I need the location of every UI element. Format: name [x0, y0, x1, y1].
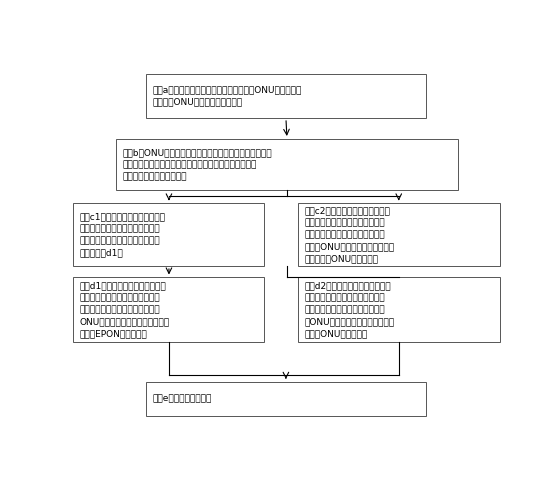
- FancyBboxPatch shape: [115, 139, 459, 190]
- Text: 步骤c2，认证模块根据存储模块内
预置的信息，对传回的物理地址信
息进行合法性检测；若未通过检测
，则向ONU设备发送认证失败报文
，并阻断该ONU设备接入：: 步骤c2，认证模块根据存储模块内 预置的信息，对传回的物理地址信 息进行合法性检…: [305, 206, 394, 264]
- Text: 步骤d2，认证模块根据存储模块内
预置的信息，对传回的认证信息进
行合法性检测；若未通过检测，则
向ONU设备发送认证失败报文，并
阻断该ONU设备接入：: 步骤d2，认证模块根据存储模块内 预置的信息，对传回的认证信息进 行合法性检测；…: [305, 281, 394, 339]
- FancyBboxPatch shape: [146, 74, 426, 118]
- FancyBboxPatch shape: [146, 382, 426, 416]
- FancyBboxPatch shape: [298, 278, 500, 342]
- Text: 步骤b，ONU设备接收请求后，根据该请求，在自身的物理
地址信息中加入新的认证信息，并将上述物理地址信息和
认证信息传回给认证模块：: 步骤b，ONU设备接收请求后，根据该请求，在自身的物理 地址信息中加入新的认证信…: [122, 148, 272, 181]
- Text: 步骤c1，认证模块根据存储模块内
预置的信息，对传回的物理地址信
息进行合法性检测；若通过检测，
则跳至步骤d1：: 步骤c1，认证模块根据存储模块内 预置的信息，对传回的物理地址信 息进行合法性检…: [80, 212, 166, 257]
- FancyBboxPatch shape: [298, 204, 500, 266]
- Text: 步骤d1，认证模块根据存储模块内
预置的信息，对传回的认证信息进
行合法性检测；若通过检测，则向
ONU设备发送认证通过报文，并开
放其与EPON线卡连接：: 步骤d1，认证模块根据存储模块内 预置的信息，对传回的认证信息进 行合法性检测；…: [80, 281, 170, 339]
- FancyBboxPatch shape: [73, 278, 264, 342]
- Text: 步骤e，结束认证流程。: 步骤e，结束认证流程。: [152, 394, 212, 403]
- Text: 步骤a，局端设备中的认证模块与待认证的ONU设备建立连
接，并向ONU设备发送认证请求：: 步骤a，局端设备中的认证模块与待认证的ONU设备建立连 接，并向ONU设备发送认…: [152, 86, 302, 107]
- FancyBboxPatch shape: [73, 204, 264, 266]
